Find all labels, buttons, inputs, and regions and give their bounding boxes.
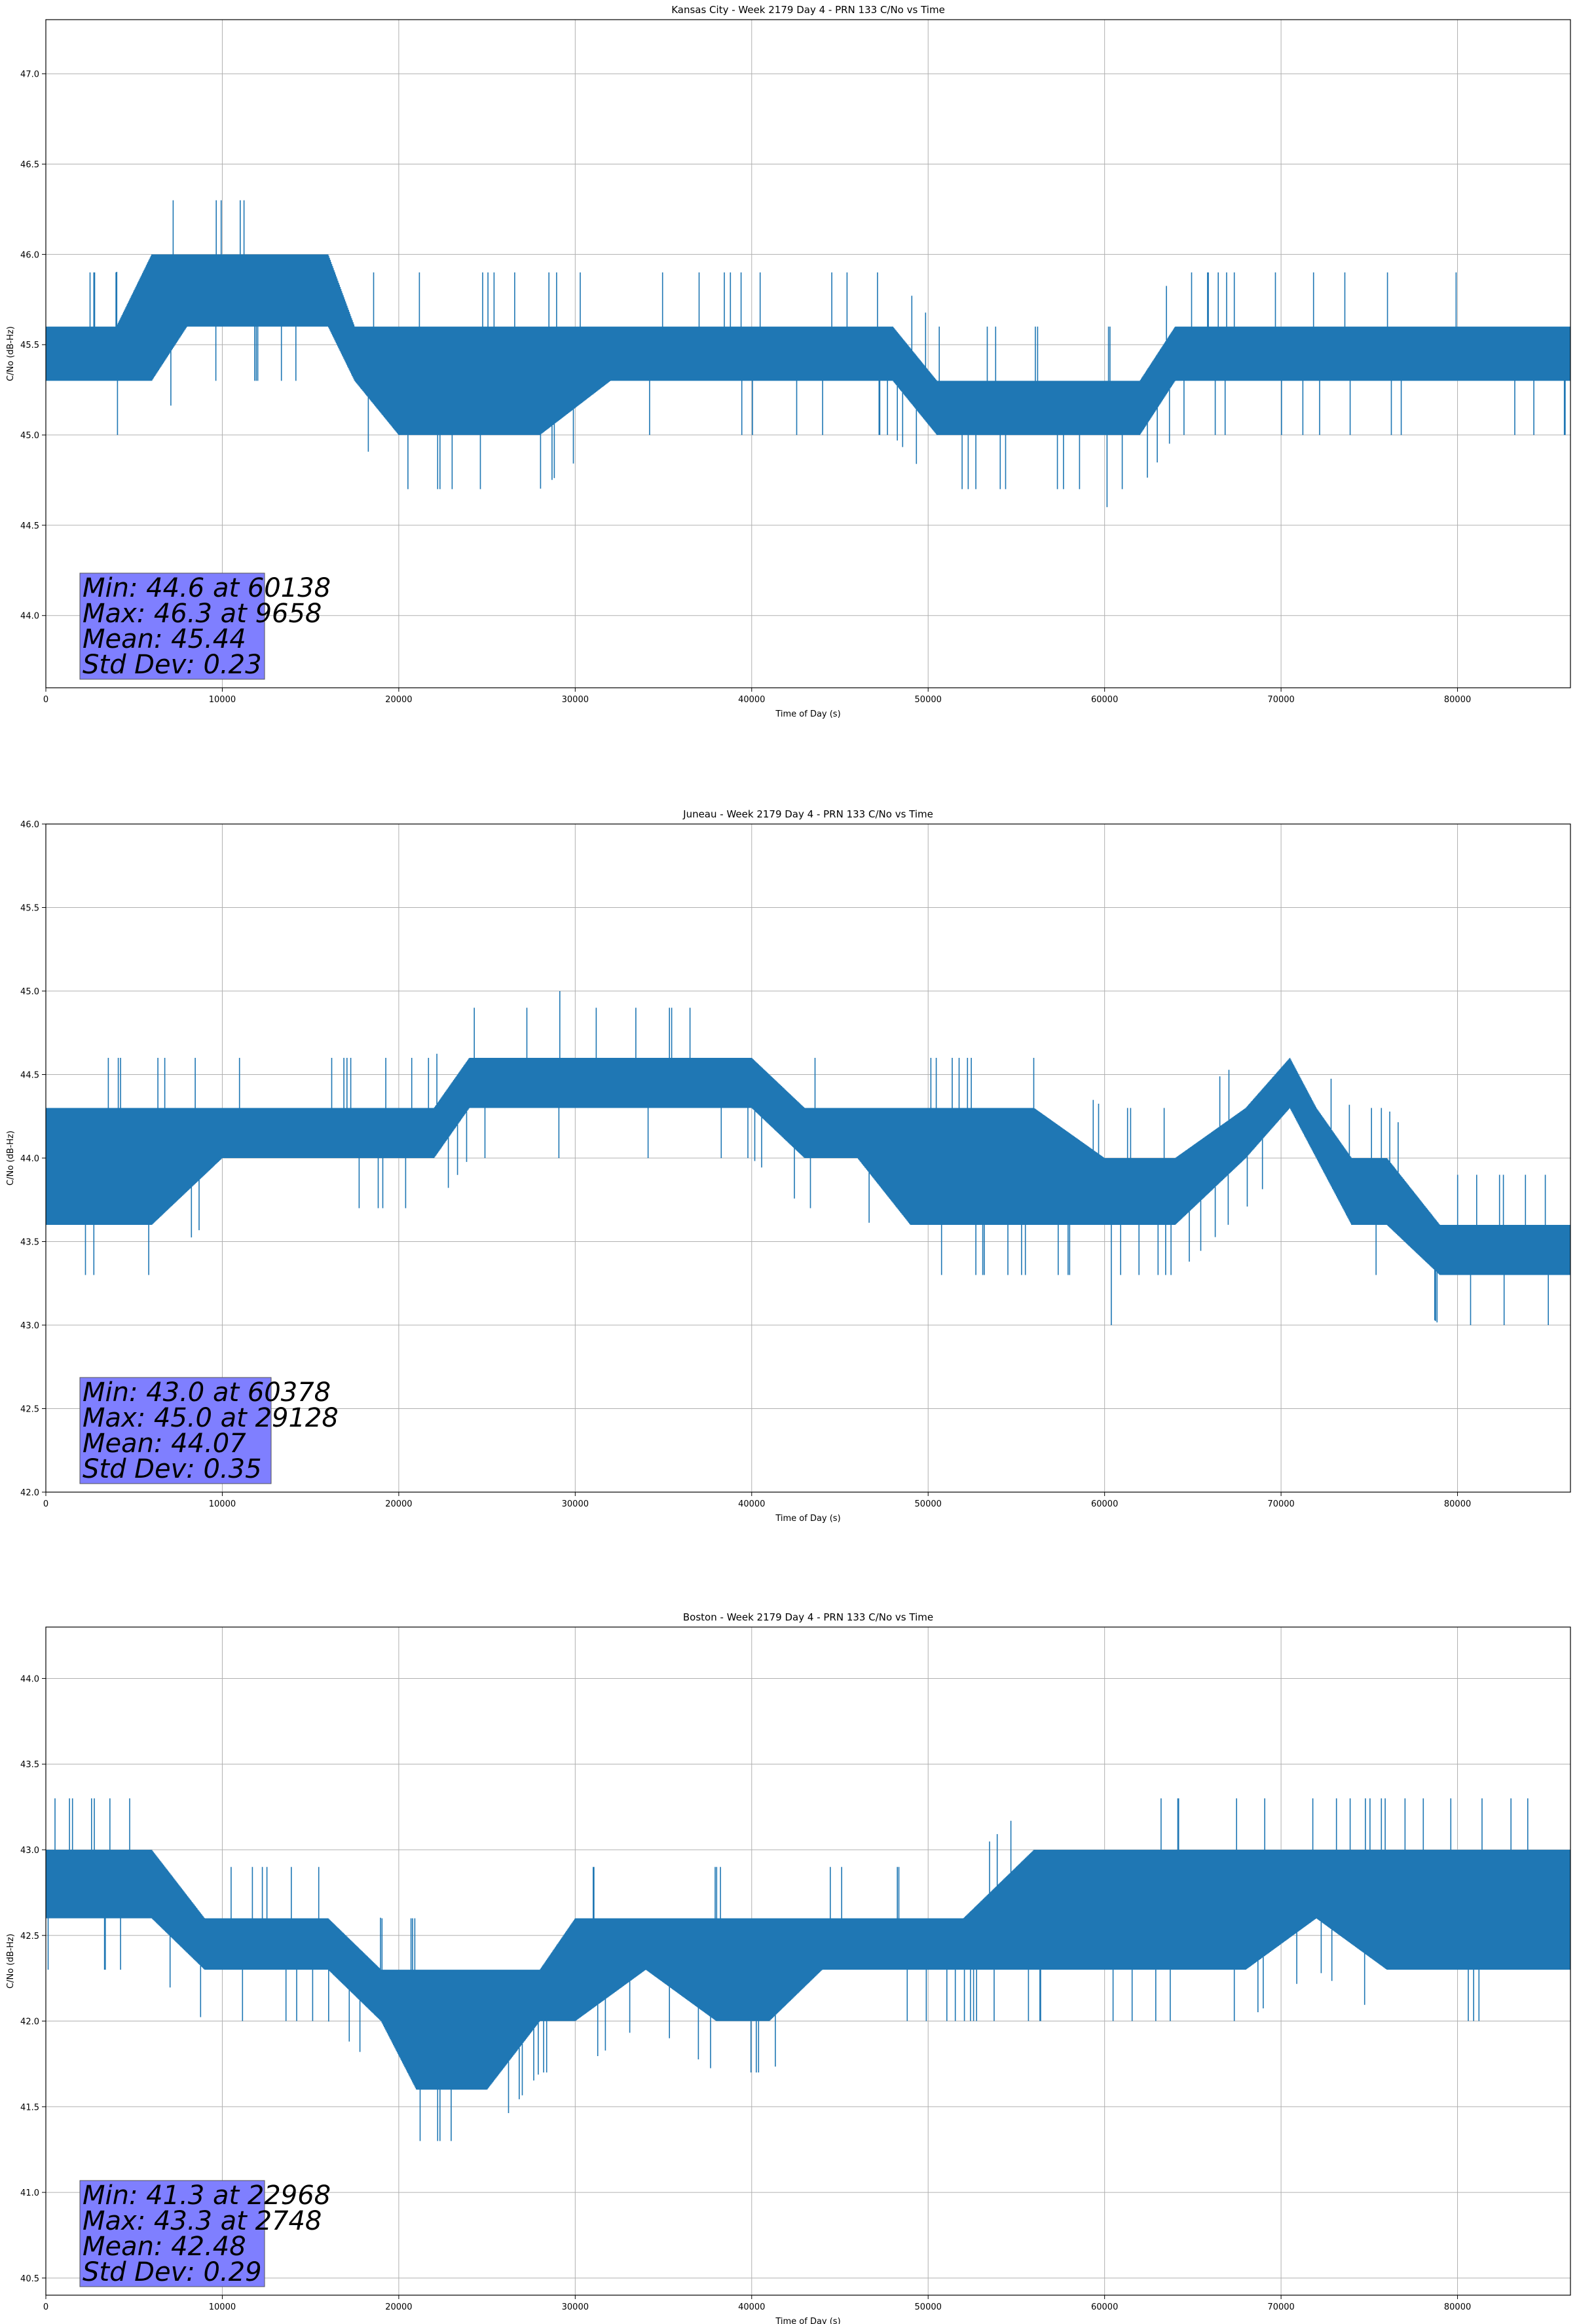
x-tick-label: 50000: [915, 695, 942, 705]
x-tick-label: 60000: [1091, 1499, 1118, 1509]
y-tick-label: 42.5: [20, 1405, 39, 1415]
y-tick-label: 45.5: [20, 904, 39, 914]
x-tick-label: 20000: [385, 2302, 412, 2312]
y-tick-label: 46.0: [20, 820, 39, 830]
x-tick-label: 40000: [738, 1499, 765, 1509]
y-tick-label: 43.0: [20, 1846, 39, 1856]
y-tick-label: 43.0: [20, 1321, 39, 1331]
y-tick-label: 44.5: [20, 521, 39, 531]
y-tick-label: 42.0: [20, 2017, 39, 2027]
x-tick-label: 30000: [562, 1499, 589, 1509]
y-axis-label: C/No (dB-Hz): [6, 1934, 16, 1989]
y-tick-label: 44.5: [20, 1071, 39, 1081]
x-tick-label: 0: [43, 695, 48, 705]
x-tick-label: 80000: [1444, 2302, 1471, 2312]
x-tick-label: 30000: [562, 695, 589, 705]
x-tick-label: 40000: [738, 695, 765, 705]
axes-frame: [45, 19, 1571, 688]
x-tick-label: 60000: [1091, 2302, 1118, 2312]
stats-line: Max: 45.0 at 29128: [83, 1403, 339, 1433]
y-tick-label: 46.5: [20, 160, 39, 170]
chart-title: Juneau - Week 2179 Day 4 - PRN 133 C/No …: [682, 808, 933, 820]
stats-line: Min: 41.3 at 22968: [83, 2181, 331, 2211]
x-tick-label: 0: [43, 2302, 48, 2312]
stats-line: Min: 44.6 at 60138: [83, 573, 331, 603]
chart-panel-2: Juneau - Week 2179 Day 4 - PRN 133 C/No …: [6, 808, 1571, 1524]
x-axis-label: Time of Day (s): [775, 1514, 840, 1524]
stats-line: Mean: 44.07: [83, 1429, 246, 1459]
chart-panel-1: Kansas City - Week 2179 Day 4 - PRN 133 …: [6, 4, 1571, 719]
y-axis-label: C/No (dB-Hz): [6, 1131, 16, 1186]
y-tick-label: 44.0: [20, 1674, 39, 1684]
x-tick-label: 10000: [209, 695, 236, 705]
y-tick-label: 43.5: [20, 1760, 39, 1770]
y-tick-label: 47.0: [20, 70, 39, 80]
y-tick-label: 44.0: [20, 1154, 39, 1164]
axes-frame: [45, 1626, 1571, 2296]
x-tick-label: 80000: [1444, 1499, 1471, 1509]
x-tick-label: 20000: [385, 695, 412, 705]
y-tick-label: 42.5: [20, 1932, 39, 1941]
stats-line: Max: 46.3 at 9658: [83, 599, 322, 629]
data-line: [46, 991, 1570, 1325]
x-tick-label: 20000: [385, 1499, 412, 1509]
chart-title: Kansas City - Week 2179 Day 4 - PRN 133 …: [671, 4, 945, 16]
stats-line: Std Dev: 0.29: [83, 2257, 262, 2287]
x-tick-label: 40000: [738, 2302, 765, 2312]
stats-box: [79, 572, 265, 680]
x-axis-label: Time of Day (s): [775, 2317, 840, 2324]
x-tick-label: 80000: [1444, 695, 1471, 705]
stats-line: Max: 43.3 at 2748: [83, 2206, 322, 2236]
stats-line: Mean: 42.48: [83, 2232, 246, 2262]
y-tick-label: 41.5: [20, 2103, 39, 2112]
data-line: [46, 1798, 1570, 2141]
y-tick-label: 40.5: [20, 2274, 39, 2284]
stats-box: [79, 1377, 272, 1484]
x-tick-label: 60000: [1091, 695, 1118, 705]
stats-line: Mean: 45.44: [83, 624, 246, 654]
stats-line: Min: 43.0 at 60378: [83, 1378, 331, 1408]
y-tick-label: 45.0: [20, 431, 39, 441]
y-tick-label: 43.5: [20, 1238, 39, 1248]
x-tick-label: 70000: [1267, 695, 1294, 705]
chart-panel-3: Boston - Week 2179 Day 4 - PRN 133 C/No …: [6, 1611, 1571, 2324]
x-tick-label: 50000: [915, 1499, 942, 1509]
y-tick-label: 46.0: [20, 250, 39, 260]
x-tick-label: 70000: [1267, 1499, 1294, 1509]
x-tick-label: 70000: [1267, 2302, 1294, 2312]
chart-title: Boston - Week 2179 Day 4 - PRN 133 C/No …: [683, 1611, 933, 1623]
y-tick-label: 42.0: [20, 1488, 39, 1498]
stats-line: Std Dev: 0.23: [83, 650, 262, 680]
stats-box: [79, 2180, 265, 2287]
x-tick-label: 30000: [562, 2302, 589, 2312]
axes-frame: [45, 823, 1571, 1493]
y-tick-label: 45.5: [20, 341, 39, 350]
x-tick-label: 10000: [209, 1499, 236, 1509]
x-tick-label: 0: [43, 1499, 48, 1509]
y-tick-label: 41.0: [20, 2188, 39, 2198]
x-tick-label: 10000: [209, 2302, 236, 2312]
stats-line: Std Dev: 0.35: [83, 1454, 262, 1484]
x-axis-label: Time of Day (s): [775, 709, 840, 719]
y-tick-label: 44.0: [20, 612, 39, 622]
x-tick-label: 50000: [915, 2302, 942, 2312]
data-line: [46, 200, 1570, 508]
y-axis-label: C/No (dB-Hz): [6, 326, 16, 381]
y-tick-label: 45.0: [20, 987, 39, 997]
